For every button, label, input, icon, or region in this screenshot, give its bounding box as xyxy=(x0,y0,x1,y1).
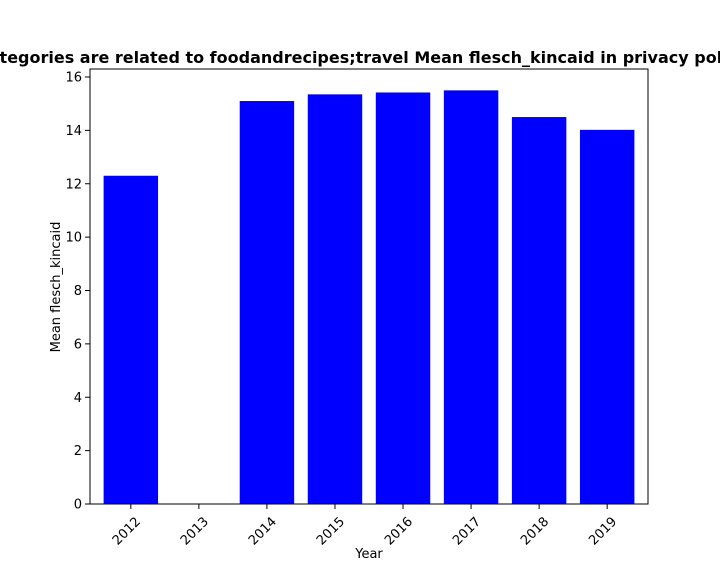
x-axis: 2012 2013 2014 2015 2016 2017 2018 2019 xyxy=(110,504,620,548)
y-tick-label: 14 xyxy=(65,124,82,139)
plot-area-frame xyxy=(89,68,649,505)
bar-2017 xyxy=(443,90,499,504)
x-tick-label: 2018 xyxy=(518,514,552,548)
bar-2012 xyxy=(103,175,159,504)
bar-2018 xyxy=(511,117,567,504)
bar-2019 xyxy=(579,129,635,504)
y-tick-label: 10 xyxy=(65,231,82,246)
y-tick-label: 0 xyxy=(74,498,82,513)
bar-2015 xyxy=(307,94,363,504)
x-tick-label: 2017 xyxy=(450,514,484,548)
bar-2014 xyxy=(239,101,295,505)
x-tick-label: 2019 xyxy=(586,514,620,548)
bars-group xyxy=(103,90,635,505)
y-tick-label: 4 xyxy=(74,391,82,406)
y-axis-label: Mean flesch_kincaid xyxy=(49,222,64,353)
y-tick-label: 2 xyxy=(74,444,82,459)
y-axis: 0 2 4 6 8 10 12 14 16 xyxy=(65,71,90,513)
bar-2016 xyxy=(375,92,431,504)
y-tick-label: 16 xyxy=(65,71,82,86)
y-tick-label: 8 xyxy=(74,284,82,299)
x-axis-label: Year xyxy=(354,547,383,562)
chart-title: Categories are related to foodandrecipes… xyxy=(0,48,720,67)
x-tick-label: 2014 xyxy=(246,514,280,548)
x-tick-label: 2012 xyxy=(110,514,144,548)
y-tick-label: 6 xyxy=(74,337,82,352)
x-tick-label: 2015 xyxy=(314,514,348,548)
y-tick-label: 12 xyxy=(65,177,82,192)
x-tick-label: 2013 xyxy=(178,514,212,548)
x-tick-label: 2016 xyxy=(382,514,416,548)
